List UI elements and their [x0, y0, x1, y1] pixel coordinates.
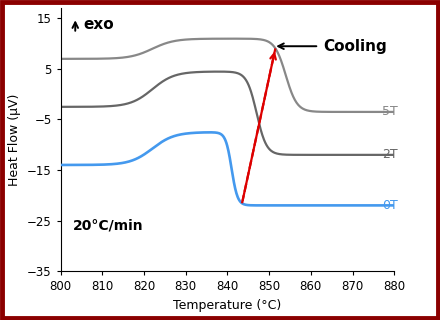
Text: 20°C/min: 20°C/min [73, 219, 144, 233]
X-axis label: Temperature (°C): Temperature (°C) [173, 299, 282, 312]
Text: 5T: 5T [381, 105, 397, 118]
Text: exo: exo [84, 17, 114, 32]
Y-axis label: Heat Flow (μV): Heat Flow (μV) [8, 93, 21, 186]
Text: Cooling: Cooling [323, 39, 387, 54]
Text: 0T: 0T [381, 199, 397, 212]
Text: 2T: 2T [381, 148, 397, 161]
